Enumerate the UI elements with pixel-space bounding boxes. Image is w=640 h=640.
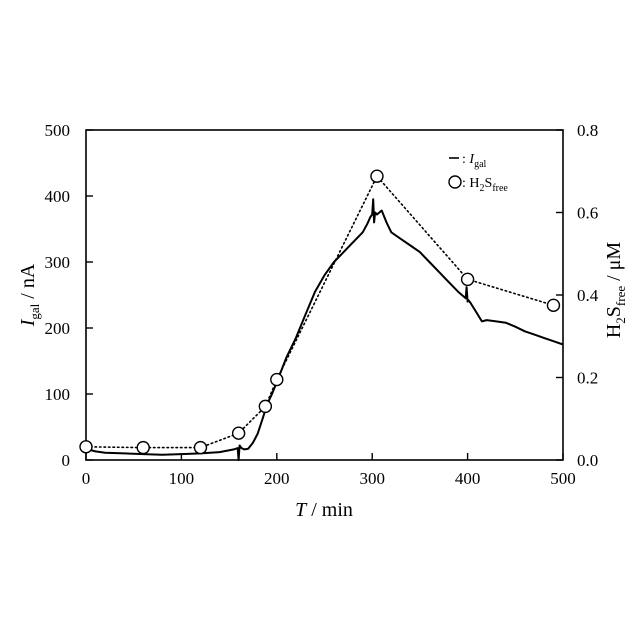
h2s-free-point xyxy=(233,427,245,439)
h2s-free-point xyxy=(371,170,383,182)
y-right-tick-label: 0.4 xyxy=(577,286,599,305)
h2s-free-point xyxy=(271,374,283,386)
x-tick-label: 500 xyxy=(550,469,576,488)
y-right-tick-label: 0.2 xyxy=(577,369,598,388)
h2s-free-series-line xyxy=(86,176,554,447)
legend-label-h2sfree: : H2Sfree xyxy=(462,176,508,194)
x-tick-label: 400 xyxy=(455,469,481,488)
y-right-tick-label: 0.8 xyxy=(577,121,598,140)
h2s-free-point xyxy=(137,442,149,454)
h2s-free-point xyxy=(259,400,271,412)
igal-series-line xyxy=(86,199,563,460)
y-left-tick-label: 500 xyxy=(45,121,71,140)
h2s-free-point xyxy=(462,273,474,285)
y-right-tick-label: 0.0 xyxy=(577,451,598,470)
y-right-tick-label: 0.6 xyxy=(577,204,598,223)
y-left-tick-label: 100 xyxy=(45,385,71,404)
legend-circle-marker xyxy=(449,176,461,188)
h2s-free-point xyxy=(194,442,206,454)
y-left-tick-label: 400 xyxy=(45,187,71,206)
x-tick-label: 300 xyxy=(359,469,385,488)
x-tick-label: 0 xyxy=(82,469,91,488)
y-left-tick-label: 200 xyxy=(45,319,71,338)
x-tick-label: 100 xyxy=(169,469,195,488)
legend: : Igal : H2Sfree xyxy=(449,152,508,194)
y-left-tick-label: 0 xyxy=(62,451,71,470)
h2s-free-point xyxy=(547,299,559,311)
x-ticks: 0 100 200 300 400 500 xyxy=(82,453,576,488)
y-left-tick-label: 300 xyxy=(45,253,71,272)
series-layer xyxy=(80,170,563,460)
y-right-axis-label: H2Sfree / μM xyxy=(603,242,628,339)
h2s-free-point xyxy=(80,441,92,453)
legend-label-igal: : Igal xyxy=(462,152,487,170)
x-tick-label: 200 xyxy=(264,469,290,488)
y-left-axis-label: Igal / nA xyxy=(17,263,42,327)
x-axis-label: T / min xyxy=(295,499,353,521)
